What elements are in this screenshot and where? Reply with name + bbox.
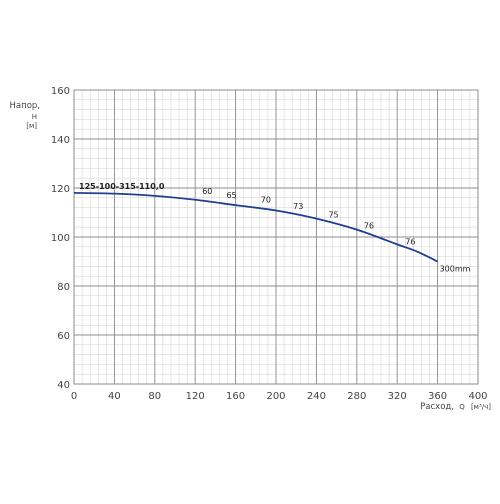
x-tick-label: 0 <box>71 391 77 402</box>
y-tick-label: 140 <box>51 135 70 146</box>
y-axis-unit: [м] <box>26 122 37 130</box>
x-tick-label: 280 <box>347 391 366 402</box>
y-tick-label: 80 <box>57 282 70 293</box>
x-tick-label: 240 <box>307 391 326 402</box>
efficiency-label: 75 <box>328 210 338 219</box>
x-tick-label: 320 <box>388 391 407 402</box>
x-tick-label: 200 <box>266 391 285 402</box>
grid <box>73 89 479 385</box>
x-tick-label: 40 <box>108 391 121 402</box>
series-name-label: 125-100-315-110,0 <box>79 182 165 191</box>
y-tick-label: 120 <box>51 184 70 195</box>
y-tick-label: 160 <box>51 86 70 97</box>
efficiency-label: 70 <box>261 196 271 205</box>
y-tick-label: 100 <box>51 233 70 244</box>
series-line <box>73 192 438 263</box>
efficiency-label: 73 <box>293 202 303 211</box>
plot-frame <box>73 89 479 385</box>
x-axis-unit: [м³/ч] <box>471 403 491 411</box>
x-tick-label: 120 <box>186 391 205 402</box>
x-tick-label: 80 <box>148 391 161 402</box>
efficiency-label: 76 <box>405 237 415 246</box>
series-end-label: 300mm <box>440 265 471 274</box>
tick-labels: 0 40 80 120 160 200 240 280 320 360 40040608010012… <box>51 86 488 402</box>
efficiency-label: 60 <box>202 187 212 196</box>
y-tick-label: 40 <box>57 380 70 391</box>
x-tick-label: 400 <box>468 391 487 402</box>
efficiency-label: 76 <box>364 221 374 230</box>
y-axis-label: Напор, <box>10 101 40 111</box>
efficiency-label: 65 <box>226 191 236 200</box>
efficiency-labels: 60 65 70 73 75 76 76 <box>202 187 415 246</box>
y-tick-label: 60 <box>57 331 70 342</box>
x-tick-label: 360 <box>428 391 447 402</box>
x-axis-label: Расход, <box>420 402 454 412</box>
y-axis-symbol: H <box>32 113 37 121</box>
x-axis-symbol: Q <box>459 403 465 411</box>
series: 125-100-315-110,0 300mm <box>73 182 471 274</box>
x-tick-label: 160 <box>226 391 245 402</box>
